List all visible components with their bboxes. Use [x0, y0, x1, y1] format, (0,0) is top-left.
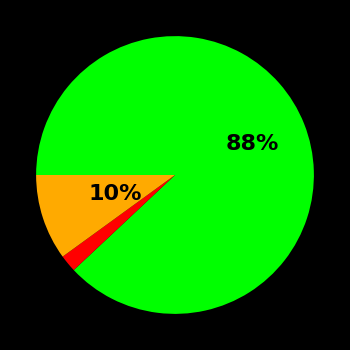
- Text: 10%: 10%: [89, 184, 142, 204]
- Wedge shape: [63, 175, 175, 270]
- Text: 88%: 88%: [226, 134, 279, 154]
- Wedge shape: [36, 175, 175, 257]
- Wedge shape: [36, 36, 314, 314]
